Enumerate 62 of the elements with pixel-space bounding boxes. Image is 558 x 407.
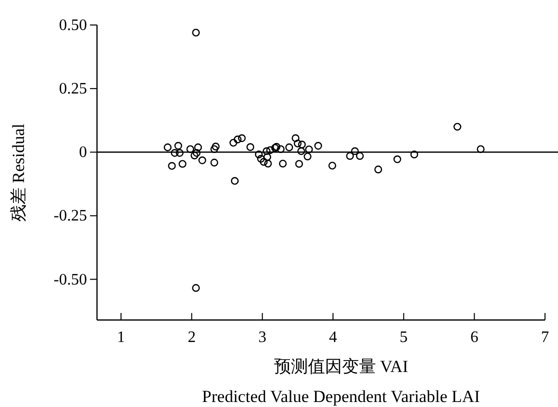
point: [164, 143, 172, 152]
x-tick-label: 4: [329, 329, 338, 346]
point: [168, 162, 176, 170]
point: [295, 160, 303, 168]
point: [257, 154, 265, 163]
y-tick-label: 0.25: [59, 80, 87, 98]
point: [328, 162, 336, 170]
x-axis-title: 预测值因变量 VAI Predicted Value Dependent Variable LAI: [202, 357, 480, 406]
y-tick-label: -0.50: [54, 271, 87, 288]
point: [266, 146, 274, 154]
point: [190, 152, 198, 160]
point: [314, 142, 322, 150]
point: [356, 152, 364, 160]
point: [263, 153, 272, 161]
point: [346, 152, 354, 160]
point: [453, 122, 462, 131]
point: [351, 147, 359, 156]
x-tick-label: 5: [400, 329, 408, 346]
y-tick-label: 0.50: [59, 17, 87, 34]
point: [234, 136, 242, 144]
point: [176, 149, 184, 157]
point: [186, 145, 194, 154]
point: [170, 149, 179, 157]
point: [212, 142, 220, 150]
point: [260, 158, 268, 166]
point: [410, 150, 418, 158]
point: [262, 147, 270, 156]
point: [178, 160, 186, 168]
point: [192, 28, 200, 37]
point: [278, 160, 287, 168]
y-tick-label: 0: [79, 144, 87, 162]
point: [238, 134, 246, 142]
point: [304, 152, 312, 160]
point: [297, 147, 306, 156]
point: [210, 158, 218, 166]
x-tick-label: 3: [258, 329, 266, 346]
point: [374, 166, 382, 174]
point: [210, 145, 218, 154]
point: [298, 140, 306, 148]
point: [276, 145, 285, 154]
y-axis-title: 残差 Residual: [9, 123, 28, 222]
x-tick-label: 6: [470, 329, 478, 346]
point: [230, 176, 239, 185]
y-tick-label: -0.25: [54, 208, 87, 225]
point: [393, 155, 402, 164]
point: [229, 138, 238, 147]
x-tick-label: 1: [117, 329, 126, 346]
point: [254, 150, 263, 158]
point: [198, 156, 206, 164]
point: [476, 145, 485, 154]
point: [294, 140, 302, 148]
point: [246, 143, 254, 151]
point: [305, 145, 313, 154]
point: [194, 143, 202, 152]
point: [192, 284, 200, 292]
x-tick-label: 7: [541, 329, 549, 346]
point: [192, 149, 201, 157]
point: [174, 142, 182, 150]
point: [264, 160, 272, 168]
point: [292, 134, 300, 142]
x-tick-label: 2: [188, 329, 196, 346]
point: [285, 143, 294, 152]
